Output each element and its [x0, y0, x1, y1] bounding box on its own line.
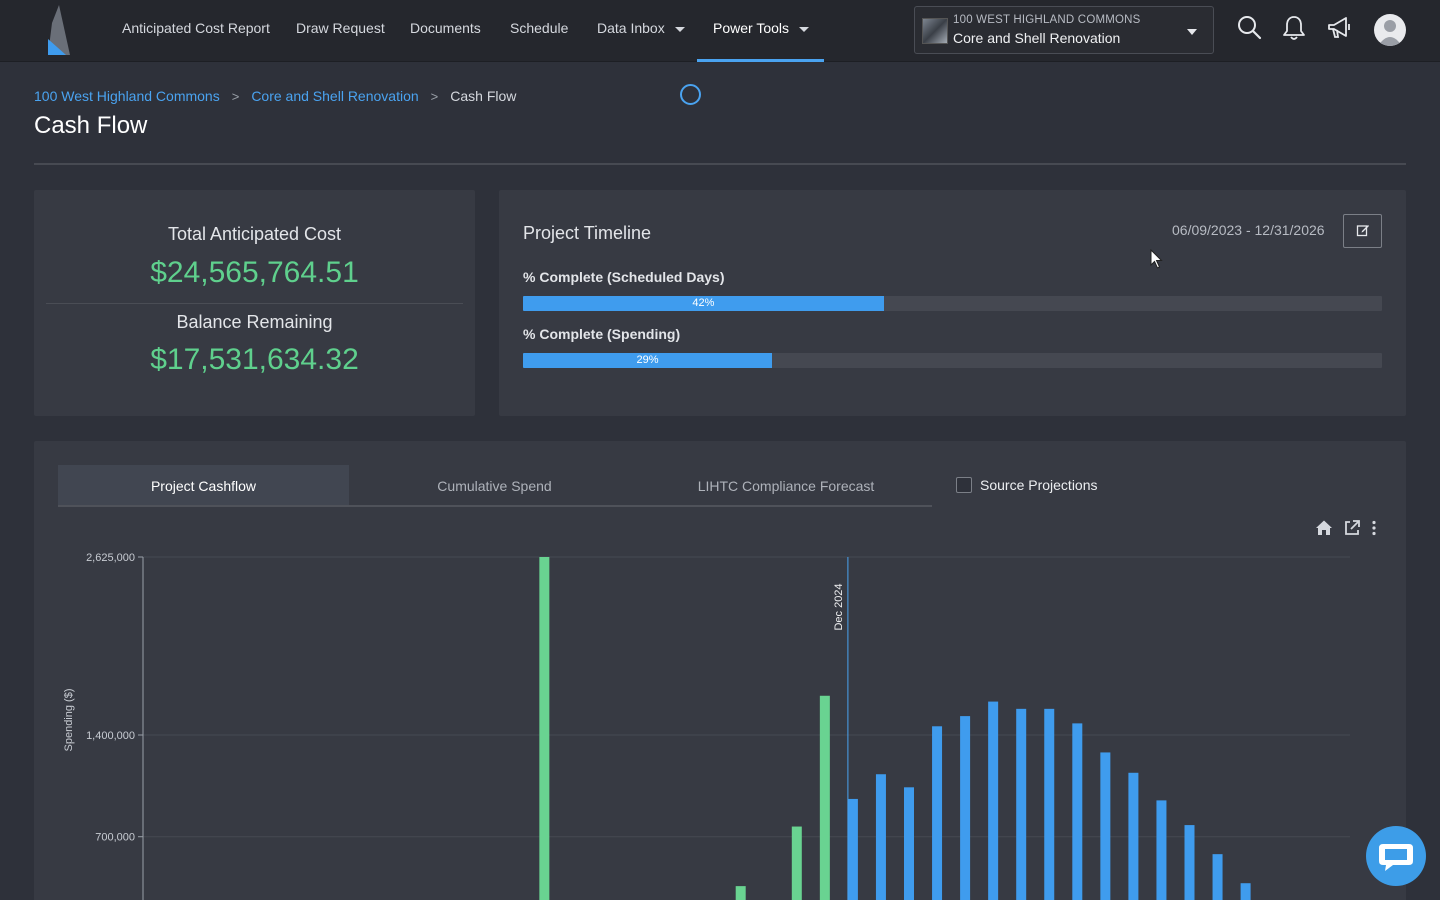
tab-cumulative-spend[interactable]: Cumulative Spend	[437, 478, 552, 494]
projected-bar-20	[904, 787, 914, 900]
project-name: 100 WEST HIGHLAND COMMONS	[953, 14, 1141, 26]
spending-fill: 29%	[523, 353, 773, 368]
projected-bar-23	[988, 701, 999, 900]
chevron-down-icon	[1187, 29, 1197, 35]
projected-bar-18	[847, 798, 858, 900]
scheduled-days-label: % Complete (Scheduled Days)	[523, 269, 725, 285]
scheduled-days-fill: 42%	[523, 296, 884, 311]
bell-icon[interactable]	[1281, 14, 1307, 42]
edit-timeline-button[interactable]	[1343, 214, 1382, 248]
timeline-date-range: 06/09/2023 - 12/31/2026	[1172, 222, 1325, 238]
tab-lihtc-compliance-forecast[interactable]: LIHTC Compliance Forecast	[697, 478, 875, 494]
source-projections-label: Source Projections	[980, 477, 1098, 493]
y-tick-label-0: 2,625,000	[86, 552, 135, 564]
page-title: Cash Flow	[34, 112, 148, 139]
y-axis-label: Spending ($)	[63, 689, 75, 752]
more-options-icon[interactable]	[1365, 519, 1383, 537]
y-tick-label-1: 1,400,000	[86, 730, 135, 742]
total-anticipated-cost-label: Total Anticipated Cost	[167, 224, 342, 244]
nav-draw-request[interactable]: Draw Request	[296, 20, 385, 36]
search-icon[interactable]	[1236, 14, 1262, 42]
projected-bar-22	[960, 716, 971, 900]
active-nav-indicator	[697, 59, 824, 62]
actual-bar-17	[819, 695, 830, 900]
chat-support-button[interactable]	[1366, 826, 1426, 886]
chevron-down-icon	[674, 26, 685, 32]
projected-bar-25	[1044, 708, 1055, 900]
nav-data-inbox[interactable]: Data Inbox	[597, 0, 685, 58]
scheduled-days-progress: 42%	[523, 296, 1382, 311]
breadcrumb-current: Cash Flow	[450, 88, 517, 104]
home-icon[interactable]	[1315, 519, 1333, 537]
projected-bar-31	[1212, 854, 1223, 900]
app-logo-icon[interactable]	[44, 5, 74, 55]
tab-project-cashflow[interactable]: Project Cashflow	[58, 465, 349, 507]
top-navigation: Anticipated Cost Report Draw Request Doc…	[0, 0, 1440, 62]
nav-schedule[interactable]: Schedule	[510, 20, 569, 36]
project-thumbnail	[922, 18, 948, 44]
edit-icon	[1356, 224, 1369, 236]
header-divider	[34, 163, 1406, 165]
total-anticipated-cost-value: $24,565,764.51	[150, 256, 359, 289]
projected-bar-32	[1240, 883, 1251, 900]
chevron-right-icon: >	[430, 89, 439, 104]
project-selector[interactable]: 100 WEST HIGHLAND COMMONS Core and Shell…	[914, 6, 1214, 54]
projected-bar-24	[1016, 708, 1027, 900]
chevron-right-icon: >	[231, 89, 240, 104]
projected-bar-21	[932, 726, 943, 900]
external-link-icon[interactable]	[1343, 519, 1361, 537]
tabs-baseline	[58, 505, 932, 507]
projected-bar-29	[1156, 800, 1167, 900]
chevron-down-icon	[799, 26, 810, 32]
projected-bar-28	[1128, 772, 1139, 900]
project-phase: Core and Shell Renovation	[953, 30, 1121, 46]
actual-bar-7	[539, 557, 550, 900]
user-avatar-icon[interactable]	[1374, 14, 1406, 46]
cashflow-chart-panel: Project Cashflow Cumulative Spend LIHTC …	[34, 441, 1406, 900]
current-month-marker-label: Dec 2024	[833, 583, 845, 630]
cashflow-bar-chart: 2,625,000 1,400,000 700,000 Spending ($) Dec…	[63, 552, 1350, 900]
projected-bar-19	[875, 774, 886, 900]
actual-bar-14	[735, 886, 746, 900]
project-timeline-card: Project Timeline 06/09/2023 - 12/31/2026…	[499, 190, 1406, 416]
projected-bar-30	[1184, 825, 1195, 900]
projected-bar-27	[1100, 752, 1111, 900]
timeline-title: Project Timeline	[523, 223, 652, 243]
breadcrumb-project-link[interactable]: 100 West Highland Commons	[34, 88, 220, 104]
y-tick-label-2: 700,000	[95, 832, 135, 844]
card-divider	[46, 303, 463, 304]
megaphone-icon[interactable]	[1326, 14, 1352, 42]
source-projections-checkbox[interactable]	[956, 477, 972, 493]
nav-documents[interactable]: Documents	[410, 20, 481, 36]
chat-icon	[1379, 844, 1413, 871]
projected-bar-26	[1072, 723, 1083, 900]
breadcrumb-phase-link[interactable]: Core and Shell Renovation	[251, 88, 419, 104]
loading-spinner-icon	[680, 84, 701, 105]
balance-remaining-value: $17,531,634.32	[150, 343, 359, 376]
spending-progress: 29%	[523, 353, 1382, 368]
balance-remaining-label: Balance Remaining	[176, 312, 333, 332]
actual-bar-16	[791, 826, 802, 900]
breadcrumb: 100 West Highland Commons > Core and Shell…	[34, 88, 516, 104]
nav-anticipated-cost-report[interactable]: Anticipated Cost Report	[122, 20, 270, 36]
mouse-cursor-icon	[1150, 249, 1163, 269]
spending-label: % Complete (Spending)	[523, 326, 681, 342]
nav-power-tools[interactable]: Power Tools	[713, 0, 810, 58]
cost-summary-card: Total Anticipated Cost $24,565,764.51 Ba…	[34, 190, 475, 416]
